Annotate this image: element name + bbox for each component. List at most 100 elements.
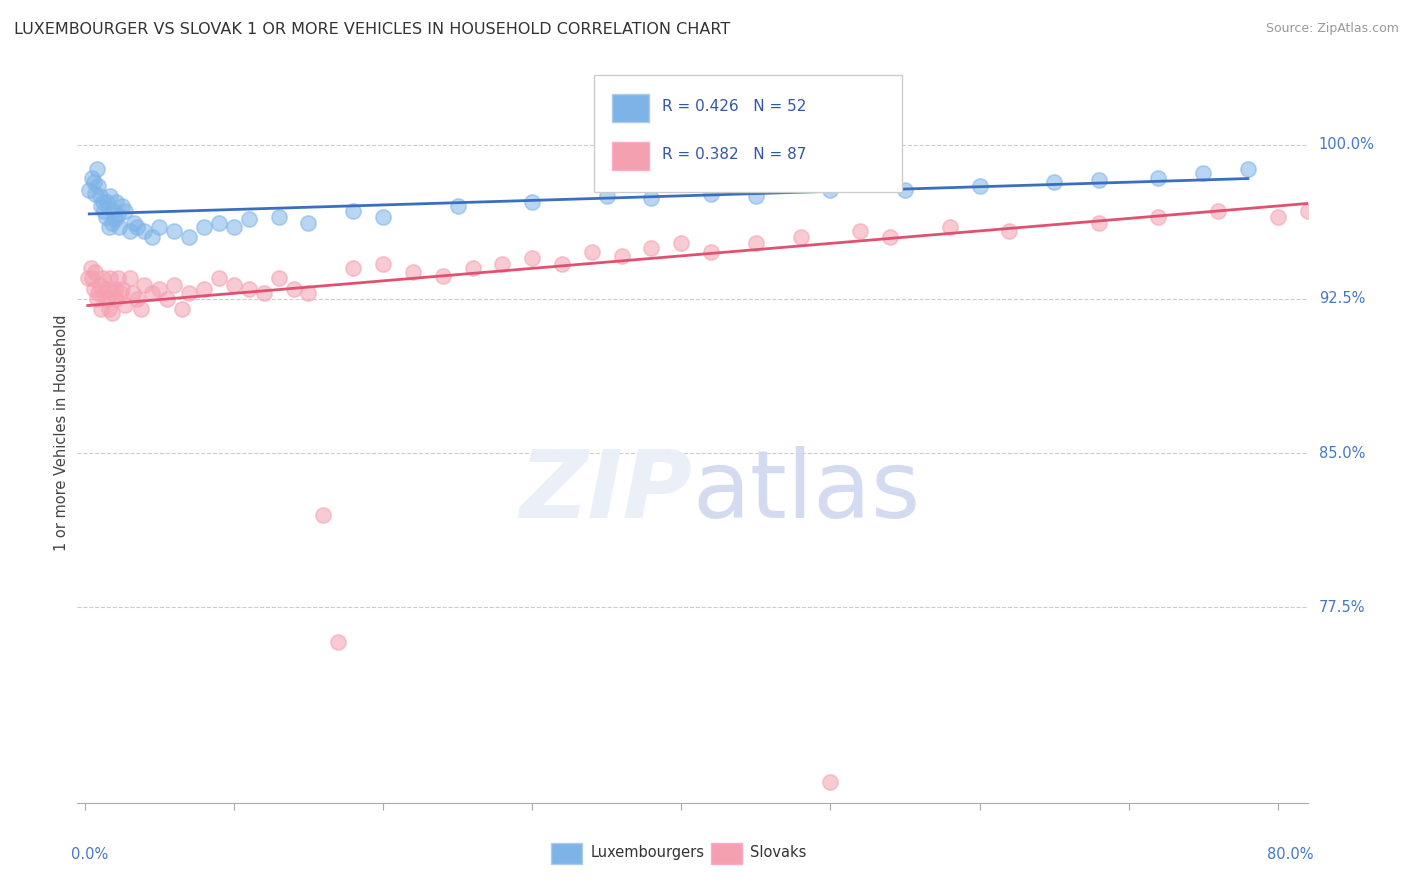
Point xyxy=(163,277,186,292)
Point xyxy=(297,285,319,300)
Point xyxy=(97,219,120,234)
Point xyxy=(238,282,260,296)
Text: Source: ZipAtlas.com: Source: ZipAtlas.com xyxy=(1265,22,1399,36)
Point xyxy=(86,162,108,177)
Point xyxy=(671,236,693,251)
Point xyxy=(432,269,454,284)
Point xyxy=(297,216,319,230)
Point xyxy=(1296,203,1319,218)
Point xyxy=(238,211,260,226)
Text: 92.5%: 92.5% xyxy=(1319,292,1365,307)
Text: R = 0.426   N = 52: R = 0.426 N = 52 xyxy=(662,99,806,114)
Point xyxy=(118,271,141,285)
Point xyxy=(98,189,121,203)
Point xyxy=(283,282,305,296)
Point xyxy=(118,224,141,238)
Point xyxy=(938,219,960,234)
Point xyxy=(640,241,662,255)
Point xyxy=(998,224,1021,238)
Point xyxy=(461,261,484,276)
Point xyxy=(1088,216,1111,230)
Point xyxy=(82,170,104,185)
Point xyxy=(100,306,122,320)
Point xyxy=(98,271,121,285)
Point xyxy=(97,302,120,317)
Point xyxy=(312,508,335,522)
Point xyxy=(111,199,134,213)
Point xyxy=(253,285,276,300)
Point xyxy=(76,271,98,285)
Point xyxy=(1326,199,1348,213)
Point xyxy=(520,251,543,265)
Point xyxy=(80,261,103,276)
Point xyxy=(1147,170,1170,185)
Point xyxy=(94,282,117,296)
Point xyxy=(222,219,245,234)
Point xyxy=(163,224,186,238)
Point xyxy=(87,285,110,300)
Point xyxy=(208,216,231,230)
Point xyxy=(77,183,100,197)
Point xyxy=(104,282,127,296)
Text: 85.0%: 85.0% xyxy=(1319,446,1365,460)
Point xyxy=(446,199,468,213)
Point xyxy=(94,210,117,224)
Point xyxy=(100,216,122,230)
FancyBboxPatch shape xyxy=(551,843,582,863)
Point xyxy=(86,292,108,306)
Text: ZIP: ZIP xyxy=(520,446,693,538)
Point xyxy=(170,302,193,317)
Point xyxy=(114,203,136,218)
Point xyxy=(1147,210,1170,224)
Point xyxy=(96,195,118,210)
FancyBboxPatch shape xyxy=(613,94,650,121)
Y-axis label: 1 or more Vehicles in Household: 1 or more Vehicles in Household xyxy=(53,314,69,551)
Point xyxy=(90,199,112,213)
Point xyxy=(1355,195,1378,210)
Text: 100.0%: 100.0% xyxy=(1319,137,1375,153)
Point xyxy=(114,298,136,312)
Text: Luxembourgers: Luxembourgers xyxy=(591,845,704,860)
Point xyxy=(491,257,513,271)
Point xyxy=(1043,175,1066,189)
Point xyxy=(328,635,350,649)
Point xyxy=(894,183,917,197)
Point xyxy=(156,292,179,306)
Point xyxy=(1237,162,1260,177)
Point xyxy=(125,219,148,234)
Point xyxy=(107,208,129,222)
Point xyxy=(89,189,111,203)
Point xyxy=(222,277,245,292)
Point xyxy=(111,282,134,296)
Point xyxy=(148,219,170,234)
Point xyxy=(87,178,110,193)
Point xyxy=(179,230,201,244)
Point xyxy=(342,203,364,218)
Point xyxy=(700,187,723,202)
Point xyxy=(1267,210,1289,224)
Point xyxy=(101,203,124,218)
Point xyxy=(596,189,619,203)
Text: 80.0%: 80.0% xyxy=(1267,847,1313,863)
Point xyxy=(141,230,163,244)
Point xyxy=(125,292,148,306)
Point xyxy=(1386,189,1406,203)
Point xyxy=(581,244,603,259)
Point xyxy=(193,282,215,296)
Point xyxy=(131,302,153,317)
Point xyxy=(745,189,768,203)
Point xyxy=(342,261,364,276)
Point xyxy=(849,224,872,238)
Point xyxy=(193,219,215,234)
Point xyxy=(84,265,107,279)
Point xyxy=(105,195,128,210)
Point xyxy=(402,265,425,279)
Point xyxy=(820,183,842,197)
Point xyxy=(105,292,128,306)
Point xyxy=(91,271,114,285)
Point xyxy=(93,203,115,218)
Point xyxy=(208,271,231,285)
Point xyxy=(700,244,723,259)
Point xyxy=(93,285,115,300)
Point xyxy=(90,302,112,317)
